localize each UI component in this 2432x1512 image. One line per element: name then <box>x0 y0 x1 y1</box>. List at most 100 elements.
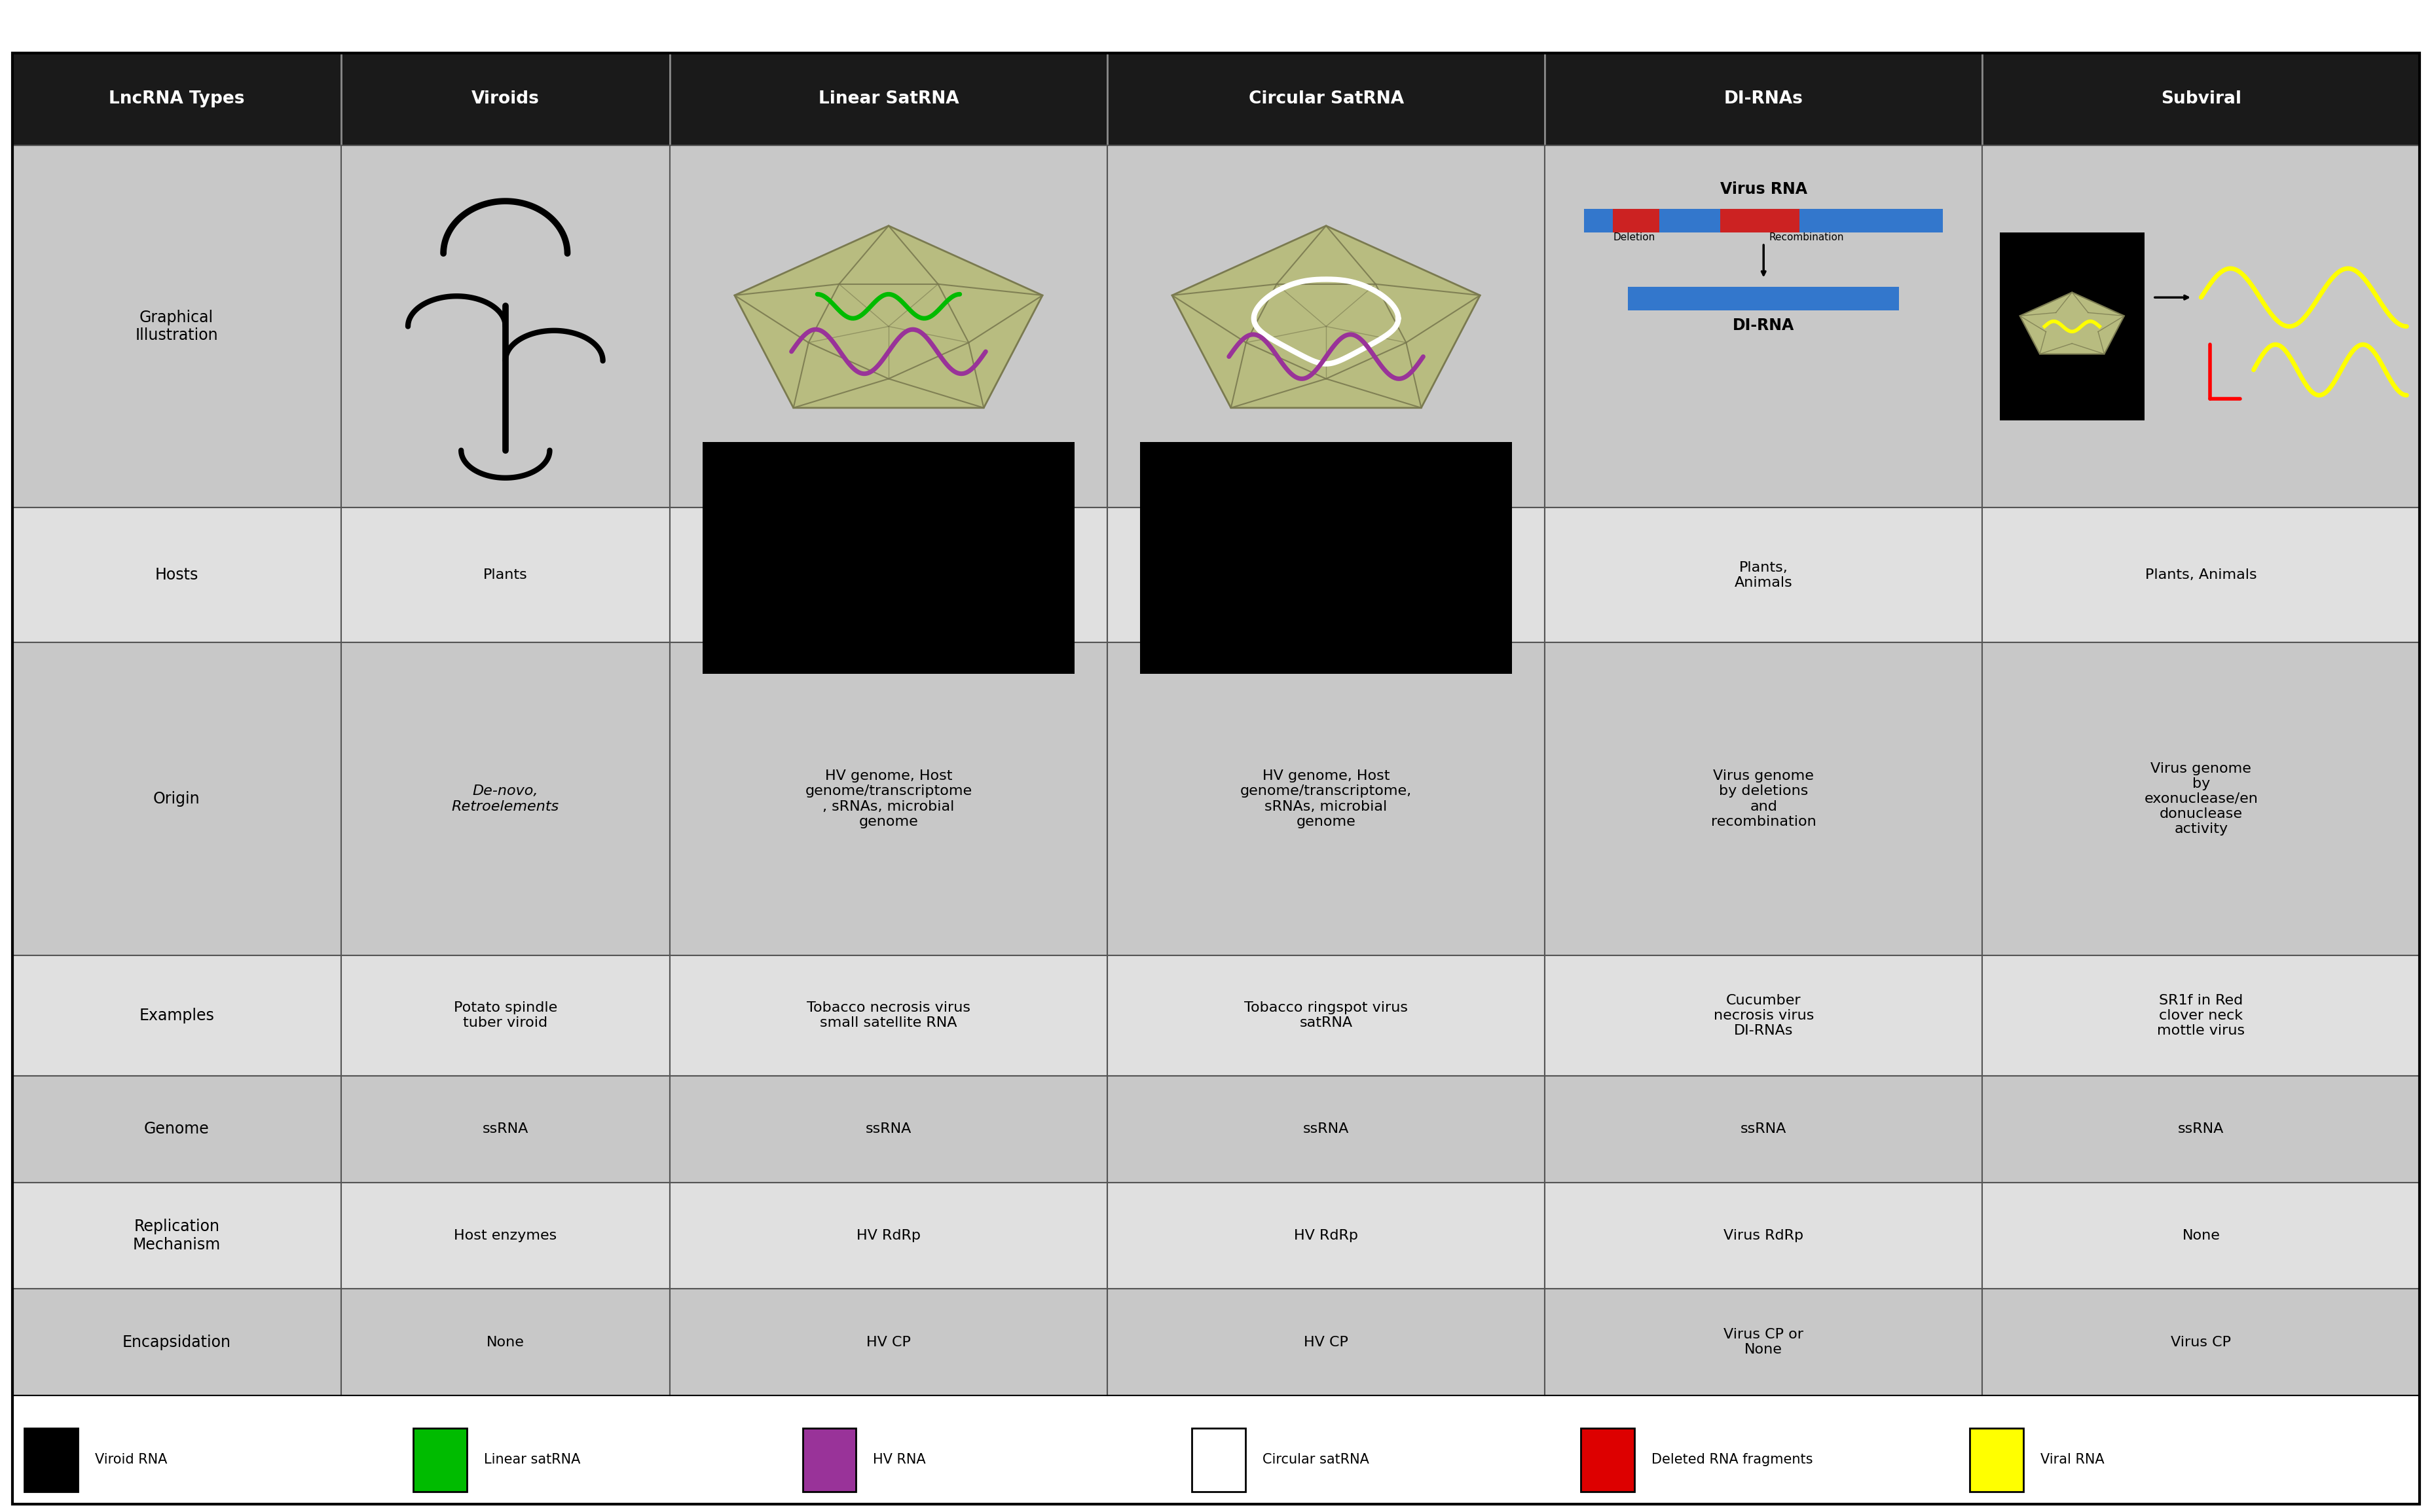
Bar <box>12 1290 340 1396</box>
Text: Viral RNA: Viral RNA <box>2040 1453 2104 1467</box>
Text: Encapsidation: Encapsidation <box>122 1335 231 1350</box>
Text: Host enzymes: Host enzymes <box>455 1229 557 1243</box>
Bar <box>1544 508 1982 643</box>
Text: Virus genome
by deletions
and
recombination: Virus genome by deletions and recombinat… <box>1712 770 1817 829</box>
Text: ssRNA: ssRNA <box>1304 1122 1350 1136</box>
Bar <box>1107 956 1544 1077</box>
Text: Subviral: Subviral <box>2160 91 2242 107</box>
Text: DI-RNAs: DI-RNAs <box>1724 91 1802 107</box>
Polygon shape <box>734 225 1043 408</box>
Polygon shape <box>2021 292 2123 354</box>
Bar <box>24 1427 78 1491</box>
Bar <box>340 508 669 643</box>
Bar <box>669 1290 1107 1396</box>
Text: Linear SatRNA: Linear SatRNA <box>817 91 958 107</box>
Bar <box>12 53 340 145</box>
Text: Examples: Examples <box>139 1007 214 1024</box>
Text: Virus genome
by
exonuclease/en
donuclease
activity: Virus genome by exonuclease/en donucleas… <box>2145 762 2257 836</box>
Text: Deletion: Deletion <box>1612 233 1656 242</box>
Text: Recombination: Recombination <box>1768 233 1843 242</box>
Bar <box>340 1290 669 1396</box>
Bar <box>1141 442 1513 674</box>
Text: Virus RNA: Virus RNA <box>1719 181 1807 197</box>
Bar <box>1544 53 1982 145</box>
Text: HV RNA: HV RNA <box>873 1453 927 1467</box>
Bar <box>1583 209 1943 233</box>
Bar <box>1581 1427 1634 1491</box>
Text: Replication
Mechanism: Replication Mechanism <box>134 1219 221 1253</box>
Text: HV CP: HV CP <box>866 1335 912 1349</box>
Text: DI-RNA: DI-RNA <box>1732 318 1795 333</box>
Text: HV CP: HV CP <box>1304 1335 1347 1349</box>
Text: ssRNA: ssRNA <box>482 1122 528 1136</box>
Bar <box>1107 145 1544 508</box>
Bar <box>1107 643 1544 956</box>
Bar <box>1544 145 1982 508</box>
Text: Circular SatRNA: Circular SatRNA <box>1248 91 1403 107</box>
Text: Viroids: Viroids <box>472 91 540 107</box>
Text: Cucumber
necrosis virus
DI-RNAs: Cucumber necrosis virus DI-RNAs <box>1715 993 1814 1037</box>
Bar <box>1107 1290 1544 1396</box>
Bar <box>340 53 669 145</box>
Bar <box>803 1427 856 1491</box>
Bar <box>1107 1077 1544 1182</box>
Text: Virus CP: Virus CP <box>2172 1335 2230 1349</box>
Text: Origin: Origin <box>153 791 199 807</box>
Text: SR1f in Red
clover neck
mottle virus: SR1f in Red clover neck mottle virus <box>2157 993 2245 1037</box>
Bar <box>1982 1182 2420 1290</box>
Text: None: None <box>2182 1229 2220 1243</box>
Bar <box>12 508 340 643</box>
Bar <box>669 1077 1107 1182</box>
Bar <box>1982 1290 2420 1396</box>
Bar <box>340 956 669 1077</box>
Text: Potato spindle
tuber viroid: Potato spindle tuber viroid <box>455 1001 557 1030</box>
Bar <box>1544 1077 1982 1182</box>
Bar <box>1544 643 1982 956</box>
Polygon shape <box>1172 225 1481 408</box>
Bar <box>1544 1182 1982 1290</box>
Text: Graphical
Illustration: Graphical Illustration <box>136 310 219 343</box>
Bar <box>669 508 1107 643</box>
Bar <box>669 956 1107 1077</box>
Bar <box>1107 508 1544 643</box>
Bar <box>669 643 1107 956</box>
Bar <box>12 1182 340 1290</box>
Bar <box>669 1182 1107 1290</box>
Bar <box>669 145 1107 508</box>
Bar <box>1982 1077 2420 1182</box>
Bar <box>340 643 669 956</box>
Bar <box>669 53 1107 145</box>
Text: HV RdRp: HV RdRp <box>856 1229 922 1243</box>
Text: HV RdRp: HV RdRp <box>1294 1229 1357 1243</box>
Text: Tobacco necrosis virus
small satellite RNA: Tobacco necrosis virus small satellite R… <box>807 1001 970 1030</box>
Bar <box>1544 1290 1982 1396</box>
Bar <box>12 1077 340 1182</box>
Bar <box>1544 956 1982 1077</box>
Text: Genome: Genome <box>143 1122 209 1137</box>
Text: Plants: Plants <box>484 569 528 582</box>
Bar <box>1982 145 2420 508</box>
Bar <box>1107 1182 1544 1290</box>
Text: De-novo,
Retroelements: De-novo, Retroelements <box>452 785 559 813</box>
Text: ssRNA: ssRNA <box>866 1122 912 1136</box>
Text: Hosts: Hosts <box>156 567 199 584</box>
Bar <box>340 1182 669 1290</box>
Text: HV genome, Host
genome/transcriptome
, sRNAs, microbial
genome: HV genome, Host genome/transcriptome , s… <box>805 770 973 829</box>
Text: Linear satRNA: Linear satRNA <box>484 1453 581 1467</box>
Bar <box>1982 508 2420 643</box>
Text: Circular satRNA: Circular satRNA <box>1262 1453 1369 1467</box>
Bar <box>703 442 1075 674</box>
Text: Plants, Animals: Plants, Animals <box>832 569 944 582</box>
Text: Tobacco ringspot virus
satRNA: Tobacco ringspot virus satRNA <box>1245 1001 1408 1030</box>
Text: Plants, Animals: Plants, Animals <box>1270 569 1381 582</box>
Bar <box>1982 956 2420 1077</box>
Bar <box>1107 53 1544 145</box>
Bar <box>413 1427 467 1491</box>
Text: LncRNA Types: LncRNA Types <box>109 91 246 107</box>
Bar <box>1627 287 1899 310</box>
Text: None: None <box>486 1335 525 1349</box>
Text: ssRNA: ssRNA <box>1741 1122 1788 1136</box>
Bar <box>12 956 340 1077</box>
Bar <box>1982 53 2420 145</box>
Bar <box>1192 1427 1245 1491</box>
